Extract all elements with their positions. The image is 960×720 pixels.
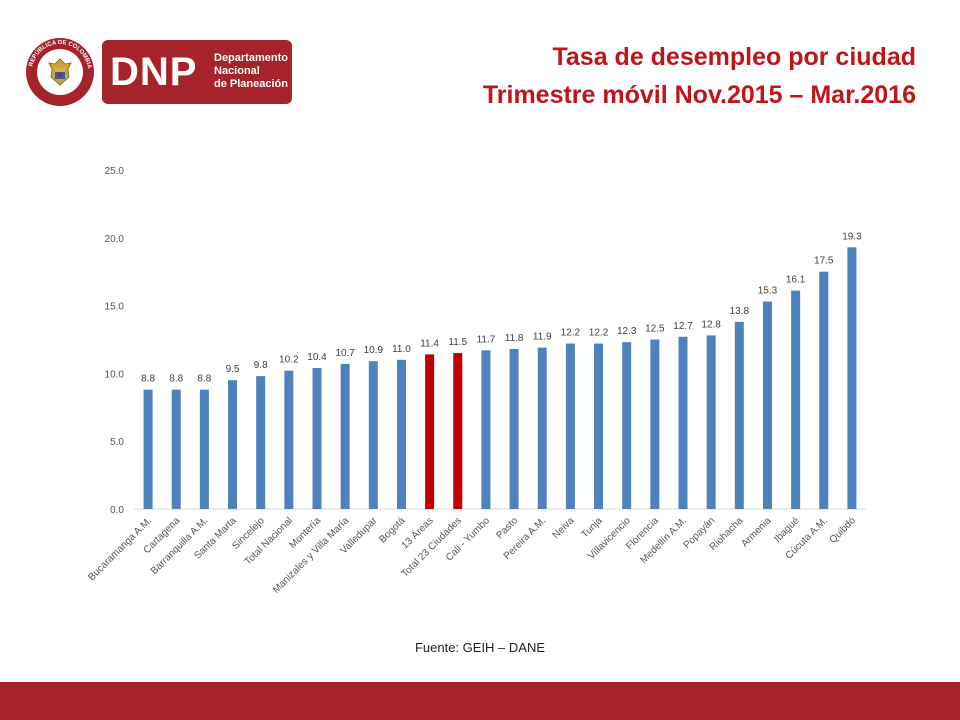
bar bbox=[143, 389, 153, 509]
bar bbox=[284, 370, 294, 509]
data-label: 11.0 bbox=[392, 344, 411, 355]
dnp-logo: REPÚBLICA DE COLOMBIA DNP Departamento N… bbox=[26, 38, 292, 106]
data-label: 10.9 bbox=[364, 345, 384, 356]
x-tick-label: Quibdó bbox=[827, 515, 858, 546]
footer-band bbox=[0, 682, 960, 720]
data-label: 10.4 bbox=[307, 352, 327, 363]
bar bbox=[256, 376, 266, 509]
bar bbox=[453, 353, 463, 509]
dnp-line-3: de Planeación bbox=[214, 78, 288, 90]
bar bbox=[622, 342, 632, 509]
data-label: 11.4 bbox=[420, 338, 439, 349]
data-label: 12.2 bbox=[561, 328, 581, 339]
data-label: 11.9 bbox=[533, 332, 552, 343]
y-tick-label: 0.0 bbox=[110, 505, 124, 516]
seal-ring-text: REPÚBLICA DE COLOMBIA bbox=[29, 40, 92, 70]
data-label: 16.1 bbox=[786, 275, 806, 286]
bar bbox=[734, 321, 744, 509]
dnp-brand-box: DNP Departamento Nacional de Planeación bbox=[102, 40, 292, 104]
x-tick-label: Pasto bbox=[494, 515, 520, 541]
y-tick-label: 15.0 bbox=[105, 302, 125, 313]
bar bbox=[678, 336, 688, 509]
bar bbox=[425, 354, 435, 509]
data-label: 11.8 bbox=[505, 333, 524, 344]
data-label: 9.5 bbox=[226, 364, 240, 375]
x-tick-label: Neiva bbox=[551, 515, 577, 541]
data-label: 12.5 bbox=[645, 324, 665, 335]
data-label: 8.8 bbox=[141, 374, 155, 385]
data-label: 12.8 bbox=[701, 319, 721, 330]
data-label: 12.2 bbox=[589, 328, 609, 339]
bar bbox=[650, 339, 660, 509]
bar bbox=[340, 363, 350, 509]
data-label: 10.2 bbox=[279, 355, 299, 366]
bar bbox=[594, 343, 604, 509]
bar bbox=[199, 389, 209, 509]
dnp-full-name: Departamento Nacional de Planeación bbox=[214, 52, 288, 91]
y-tick-label: 25.0 bbox=[105, 166, 125, 177]
bar bbox=[312, 367, 322, 509]
dnp-acronym: DNP bbox=[110, 50, 198, 94]
bar bbox=[368, 361, 378, 509]
bar bbox=[791, 290, 801, 509]
data-label: 9.8 bbox=[254, 360, 268, 371]
bar bbox=[228, 380, 238, 509]
bar bbox=[706, 335, 716, 509]
title-line-2: Trimestre móvil Nov.2015 – Mar.2016 bbox=[482, 81, 916, 109]
svg-text:REPÚBLICA DE COLOMBIA: REPÚBLICA DE COLOMBIA bbox=[29, 40, 92, 70]
data-label: 13.8 bbox=[730, 306, 750, 317]
data-label: 10.7 bbox=[335, 348, 355, 359]
data-label: 8.8 bbox=[197, 374, 211, 385]
data-label: 11.5 bbox=[448, 337, 467, 348]
x-tick-label: Armenia bbox=[739, 515, 773, 549]
data-label: 11.7 bbox=[477, 334, 496, 345]
dnp-line-1: Departamento bbox=[214, 52, 288, 64]
dnp-line-2: Nacional bbox=[214, 65, 260, 77]
source-note: Fuente: GEIH – DANE bbox=[414, 640, 546, 655]
data-label: 15.3 bbox=[758, 286, 778, 297]
bar bbox=[762, 301, 772, 509]
y-tick-label: 10.0 bbox=[105, 369, 125, 380]
data-label: 19.3 bbox=[842, 231, 862, 242]
y-tick-label: 5.0 bbox=[110, 437, 124, 448]
x-tick-label: Tunja bbox=[579, 515, 605, 541]
bar bbox=[819, 271, 829, 509]
bar bbox=[171, 389, 181, 509]
data-label: 8.8 bbox=[169, 374, 183, 385]
bar bbox=[847, 247, 857, 509]
y-tick-label: 20.0 bbox=[105, 234, 125, 245]
bar bbox=[537, 347, 547, 509]
colombia-seal-icon: REPÚBLICA DE COLOMBIA bbox=[26, 38, 94, 106]
data-label: 12.7 bbox=[673, 321, 693, 332]
title-line-1: Tasa de desempleo por ciudad bbox=[552, 43, 916, 71]
bar bbox=[509, 348, 519, 509]
bar bbox=[481, 350, 491, 509]
bar bbox=[396, 359, 406, 509]
data-label: 12.3 bbox=[617, 326, 637, 337]
data-label: 17.5 bbox=[814, 256, 834, 267]
bar bbox=[565, 343, 575, 509]
slide-title: Tasa de desempleo por ciudad Trimestre m… bbox=[483, 38, 916, 114]
